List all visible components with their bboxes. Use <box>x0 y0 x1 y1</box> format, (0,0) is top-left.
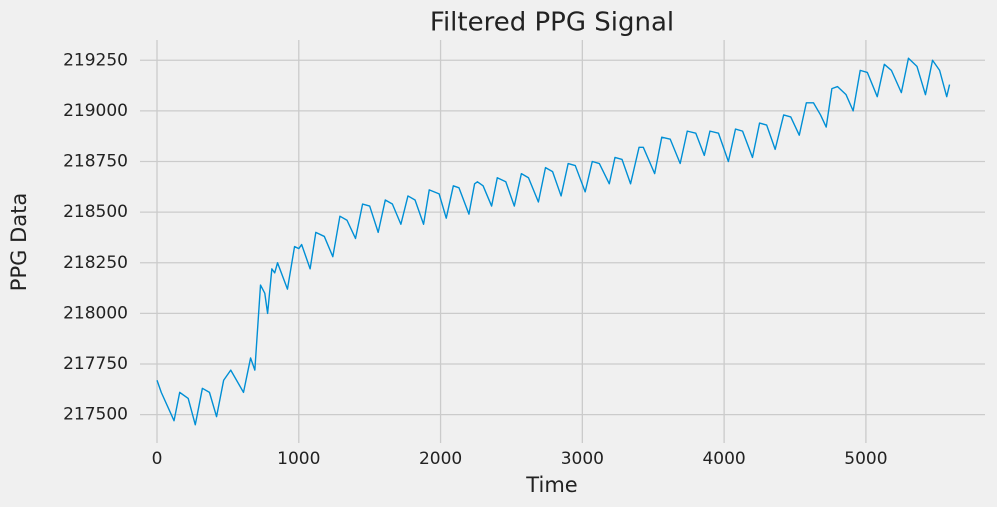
x-tick-label: 4000 <box>702 449 745 469</box>
y-axis-label: PPG Data <box>7 193 31 291</box>
y-tick-label: 218750 <box>63 152 128 172</box>
y-tick-label: 218000 <box>63 303 128 323</box>
chart-title: Filtered PPG Signal <box>430 8 674 38</box>
y-tick-label: 218250 <box>63 253 128 273</box>
x-axis-label: Time <box>525 473 577 497</box>
x-tick-label: 1000 <box>277 449 320 469</box>
x-tick-label: 2000 <box>419 449 462 469</box>
x-tick-label: 0 <box>152 449 163 469</box>
signal-line <box>156 57 951 426</box>
y-tick-label: 219000 <box>63 101 128 121</box>
y-tick-label: 217750 <box>63 354 128 374</box>
x-tick-label: 5000 <box>844 449 887 469</box>
x-tick-label: 3000 <box>561 449 604 469</box>
y-tick-label: 217500 <box>63 405 128 425</box>
y-tick-label: 218500 <box>63 202 128 222</box>
y-tick-label: 219250 <box>63 50 128 70</box>
